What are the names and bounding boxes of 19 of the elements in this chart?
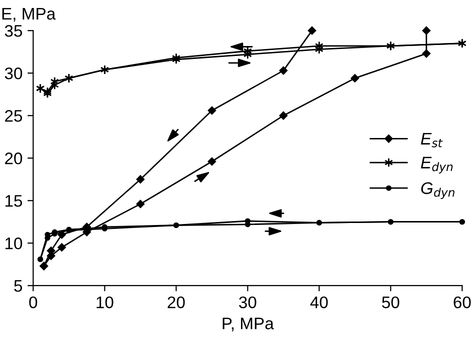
x-axis-title: P, MPa	[222, 318, 274, 332]
y-axis-title: E, MPa	[2, 8, 56, 22]
legend-label: G$_{dyn}$	[421, 182, 454, 200]
y-tick-label: 5	[14, 280, 22, 292]
legend-label: E$_{st}$	[420, 132, 443, 148]
x-tick-label: 30	[239, 296, 256, 308]
y-tick-label: 20	[5, 152, 22, 164]
legend-label: E$_{dyn}$	[420, 156, 453, 174]
x-tick-label: 10	[96, 296, 114, 308]
x-tick-label: 40	[310, 296, 328, 308]
x-tick-label: 60	[454, 296, 471, 308]
x-tick-label: 50	[382, 296, 400, 308]
y-tick-label: 15	[6, 195, 22, 207]
y-tick-label: 25	[5, 110, 22, 122]
x-tick-label: 20	[168, 296, 185, 308]
y-tick-label: 30	[4, 68, 22, 80]
y-tick-label: 10	[6, 238, 22, 250]
x-tick-label: 0	[29, 296, 38, 308]
y-tick-label: 35	[4, 25, 22, 37]
